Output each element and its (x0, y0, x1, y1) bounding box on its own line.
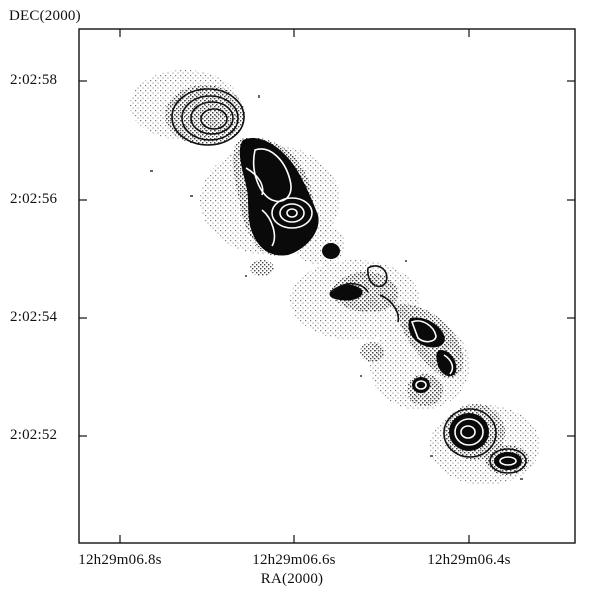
y-tick-label: 2:02:54 (10, 309, 58, 325)
x-tick-marks (119, 29, 470, 543)
y-tick-marks (79, 80, 575, 437)
y-tick-label: 2:02:56 (10, 191, 58, 207)
contour-lines (171, 88, 527, 474)
x-tick-label: 12h29m06.8s (78, 552, 162, 568)
x-axis-title: RA(2000) (260, 571, 324, 587)
y-axis-title: DEC(2000) (9, 8, 81, 24)
y-tick-label: 2:02:58 (10, 72, 58, 88)
x-tick-label: 12h29m06.6s (252, 552, 336, 568)
noise-specks (150, 95, 523, 480)
x-tick-label: 12h29m06.4s (427, 552, 511, 568)
y-tick-label: 2:02:52 (10, 427, 58, 443)
